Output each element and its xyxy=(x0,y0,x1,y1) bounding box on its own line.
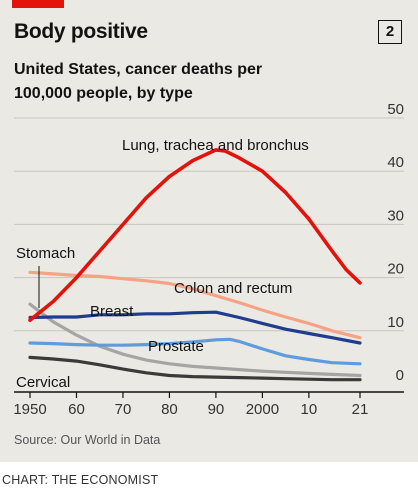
series-label: Breast xyxy=(90,303,134,320)
brand-red-tab xyxy=(12,0,64,8)
x-tick-label: 80 xyxy=(161,401,178,418)
series-line-colon-and-rectum xyxy=(28,270,362,340)
series-line-stomach xyxy=(28,302,362,378)
y-tick-label: 10 xyxy=(387,314,404,331)
series-line-lung-trachea-and-bronchus xyxy=(28,148,362,323)
source-note: Source: Our World in Data xyxy=(14,433,161,447)
series-lines xyxy=(28,148,362,382)
y-tick-label: 40 xyxy=(387,154,404,171)
line-chart: 0 10 20 30 40 50 Lung, trachea and bronchus Co… xyxy=(13,101,404,418)
chart-number-badge: 2 xyxy=(378,20,402,44)
chart-card: Body positive 2 United States, cancer de… xyxy=(0,0,418,462)
y-tick-label: 30 xyxy=(387,207,404,224)
chart-subtitle: United States, cancer deaths per 100,000… xyxy=(14,61,263,102)
chart-credit: CHART: THE ECONOMIST xyxy=(2,473,159,487)
x-tick-label: 60 xyxy=(68,401,85,418)
y-tick-label: 20 xyxy=(387,261,404,278)
y-axis-labels: 0 10 20 30 40 50 xyxy=(387,101,404,384)
x-tick-label: 10 xyxy=(301,401,318,418)
series-label: Prostate xyxy=(148,338,204,355)
x-tick-label: 2000 xyxy=(246,401,279,418)
x-tick-label: 21 xyxy=(352,401,369,418)
series-line-prostate xyxy=(28,337,362,366)
annotations: Lung, trachea and bronchus Colon and rect… xyxy=(16,137,309,391)
x-tick-label: 70 xyxy=(115,401,132,418)
x-axis: 1950 60 70 80 90 2000 10 21 xyxy=(13,391,404,418)
series-label: Cervical xyxy=(16,374,70,391)
series-label: Lung, trachea and bronchus xyxy=(122,137,309,154)
y-tick-label: 50 xyxy=(387,101,404,118)
x-tick-label: 1950 xyxy=(13,401,46,418)
series-line-breast xyxy=(28,310,362,345)
series-label: Stomach xyxy=(16,245,75,262)
series-label: Colon and rectum xyxy=(174,280,292,297)
chart-title: Body positive xyxy=(14,20,148,43)
series-line-cervical xyxy=(28,355,362,382)
x-tick-label: 90 xyxy=(208,401,225,418)
gridlines xyxy=(14,117,404,332)
y-tick-label: 0 xyxy=(396,367,404,384)
